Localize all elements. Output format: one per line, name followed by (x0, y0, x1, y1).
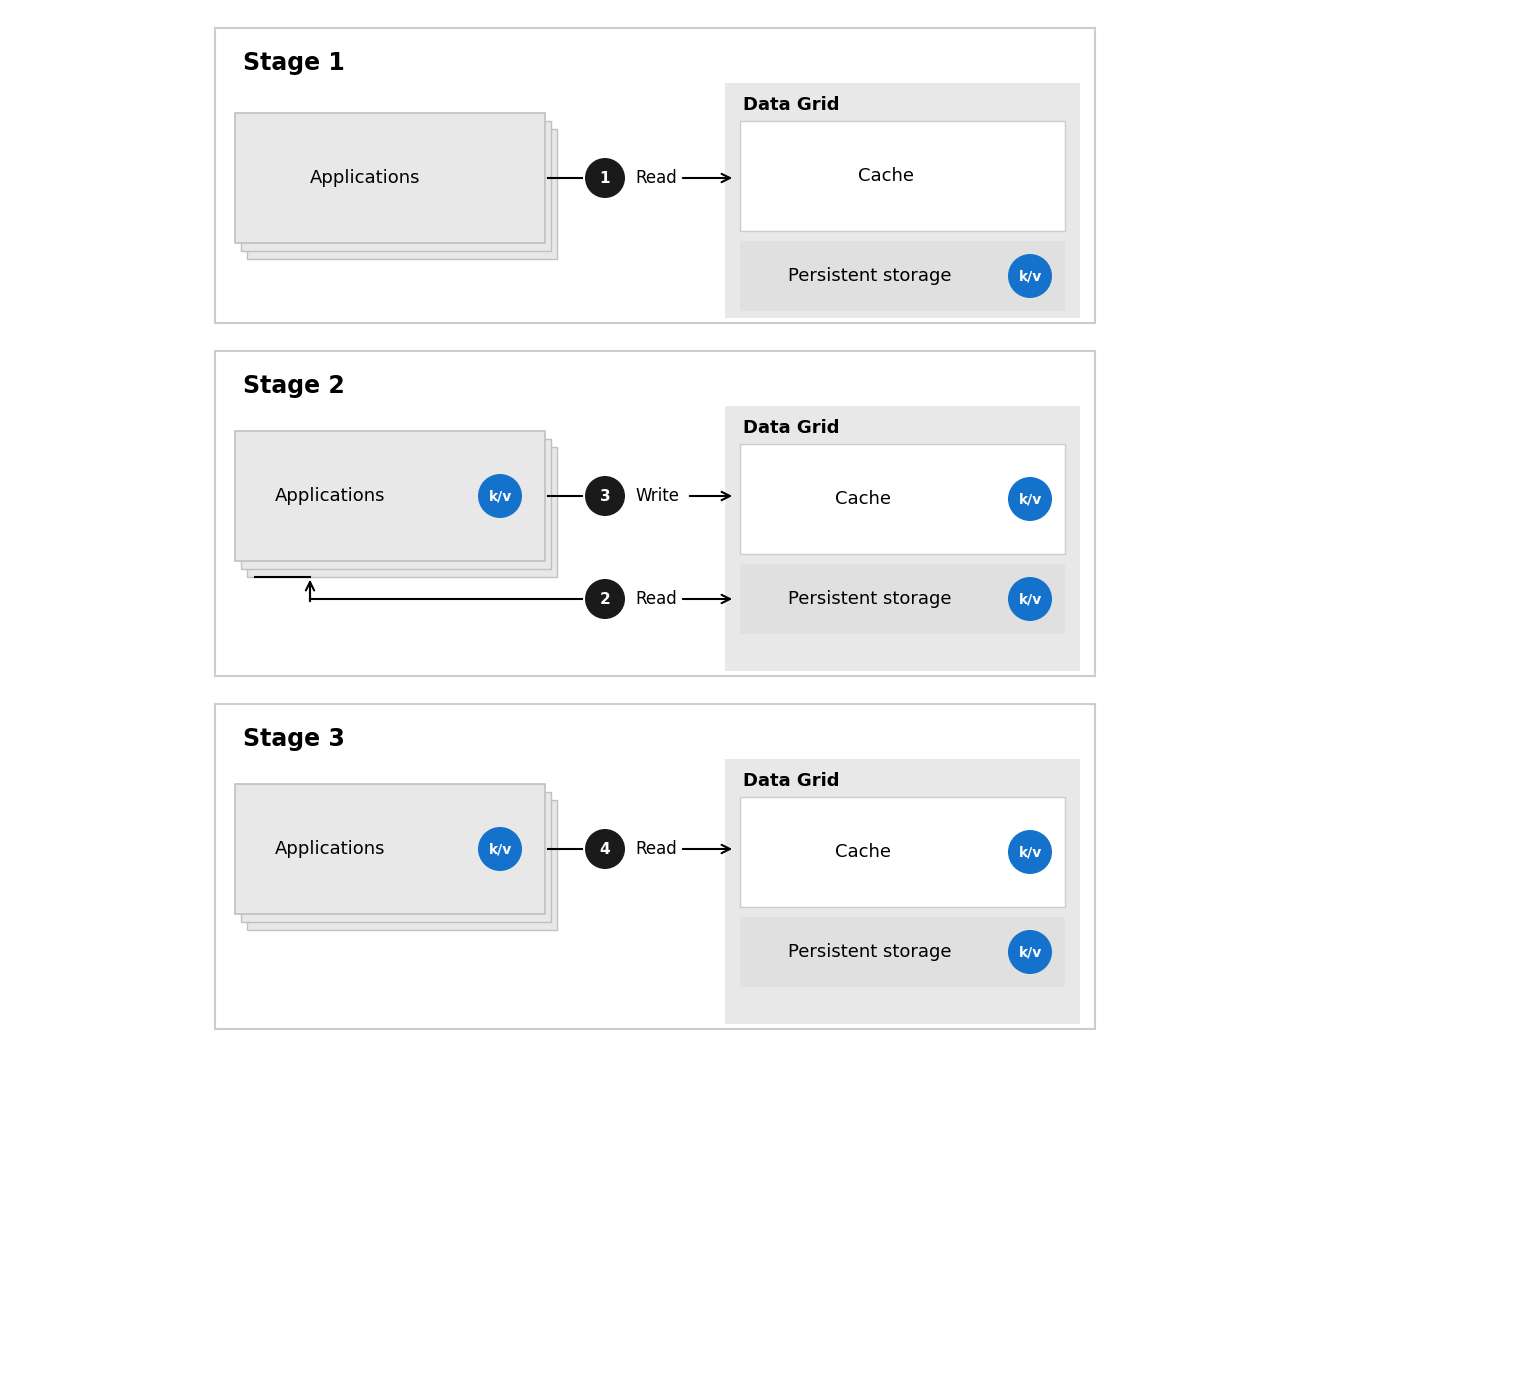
Bar (246, 800, 556, 930)
Text: Stage 2: Stage 2 (243, 374, 345, 398)
Text: Write: Write (635, 486, 679, 506)
Text: Cache: Cache (859, 168, 914, 185)
Bar (246, 129, 556, 260)
Text: 4: 4 (600, 841, 611, 856)
Circle shape (1008, 577, 1052, 621)
Bar (236, 785, 546, 914)
Text: Persistent storage: Persistent storage (789, 589, 952, 609)
Text: k/v: k/v (488, 489, 512, 503)
Text: Read: Read (635, 589, 676, 609)
Circle shape (1008, 830, 1052, 874)
Text: k/v: k/v (488, 842, 512, 856)
Bar (740, 240, 1066, 311)
Circle shape (477, 474, 521, 518)
Bar (725, 82, 1081, 317)
Bar (242, 440, 550, 569)
Bar (214, 350, 1094, 676)
Bar (214, 27, 1094, 323)
Circle shape (585, 578, 625, 620)
Bar (740, 121, 1066, 231)
Circle shape (1008, 930, 1052, 974)
Text: 2: 2 (599, 591, 611, 606)
Text: Data Grid: Data Grid (743, 419, 839, 437)
Text: Read: Read (635, 840, 676, 857)
Text: k/v: k/v (1018, 269, 1041, 283)
Circle shape (477, 827, 521, 871)
Text: k/v: k/v (1018, 592, 1041, 606)
Text: Persistent storage: Persistent storage (789, 267, 952, 284)
Text: Applications: Applications (275, 486, 385, 506)
Bar (246, 447, 556, 577)
Bar (725, 758, 1081, 1024)
Bar (740, 797, 1066, 907)
Bar (242, 121, 550, 251)
Circle shape (585, 475, 625, 517)
Text: Read: Read (635, 169, 676, 187)
Bar (236, 431, 546, 561)
Text: Applications: Applications (275, 840, 385, 857)
Bar (740, 240, 1066, 311)
Text: Stage 1: Stage 1 (243, 51, 345, 76)
Circle shape (585, 829, 625, 868)
Text: Stage 3: Stage 3 (243, 727, 345, 752)
Text: 1: 1 (600, 170, 610, 185)
Text: Persistent storage: Persistent storage (789, 943, 952, 960)
Text: 3: 3 (600, 489, 611, 503)
Text: Cache: Cache (836, 491, 892, 508)
Bar (214, 703, 1094, 1029)
Text: k/v: k/v (1018, 845, 1041, 859)
Bar (236, 113, 546, 243)
Bar (725, 405, 1081, 671)
Circle shape (585, 158, 625, 198)
Text: k/v: k/v (1018, 945, 1041, 959)
Text: Data Grid: Data Grid (743, 772, 839, 790)
Bar (740, 916, 1066, 987)
Text: Data Grid: Data Grid (743, 96, 839, 114)
Bar (740, 563, 1066, 633)
Text: k/v: k/v (1018, 492, 1041, 506)
Circle shape (1008, 254, 1052, 298)
Text: Cache: Cache (836, 844, 892, 861)
Bar (242, 791, 550, 922)
Circle shape (1008, 477, 1052, 521)
Bar (740, 444, 1066, 554)
Text: Applications: Applications (310, 169, 421, 187)
